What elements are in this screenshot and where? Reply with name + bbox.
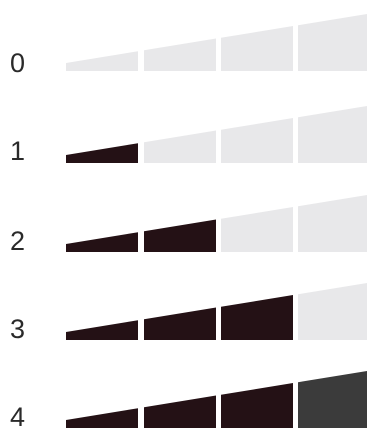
bar-group-0	[66, 13, 367, 71]
filled-bar-segment	[66, 320, 138, 340]
bar-group-4	[66, 370, 367, 428]
empty-bar-segment	[221, 207, 293, 252]
level-label-1: 1	[10, 136, 25, 166]
level-label-2: 2	[10, 226, 25, 256]
filled-bar-segment	[221, 295, 293, 340]
empty-bar-segment	[221, 26, 293, 71]
filled-bar-segment	[66, 408, 138, 428]
empty-bar-segment	[298, 13, 367, 71]
filled-bar-segment	[221, 383, 293, 428]
filled-bar-segment	[66, 232, 138, 252]
level-row-2: 2	[10, 194, 367, 256]
level-row-3: 3	[10, 282, 367, 344]
level-row-1: 1	[10, 105, 367, 166]
empty-bar-segment	[66, 51, 138, 71]
level-row-4: 4	[10, 370, 367, 432]
filled-bar-segment	[298, 370, 367, 428]
empty-bar-segment	[298, 282, 367, 340]
bar-group-3	[66, 282, 367, 340]
filled-bar-segment	[66, 143, 138, 163]
level-label-4: 4	[10, 402, 25, 432]
empty-bar-segment	[298, 194, 367, 252]
bar-group-1	[66, 105, 367, 163]
level-label-3: 3	[10, 314, 25, 344]
level-row-0: 0	[10, 13, 367, 78]
empty-bar-segment	[144, 38, 216, 71]
empty-bar-segment	[221, 118, 293, 163]
filled-bar-segment	[144, 219, 216, 252]
filled-bar-segment	[144, 307, 216, 340]
empty-bar-segment	[298, 105, 367, 163]
bar-group-2	[66, 194, 367, 252]
empty-bar-segment	[144, 130, 216, 163]
filled-bar-segment	[144, 395, 216, 428]
level-label-0: 0	[10, 48, 25, 78]
